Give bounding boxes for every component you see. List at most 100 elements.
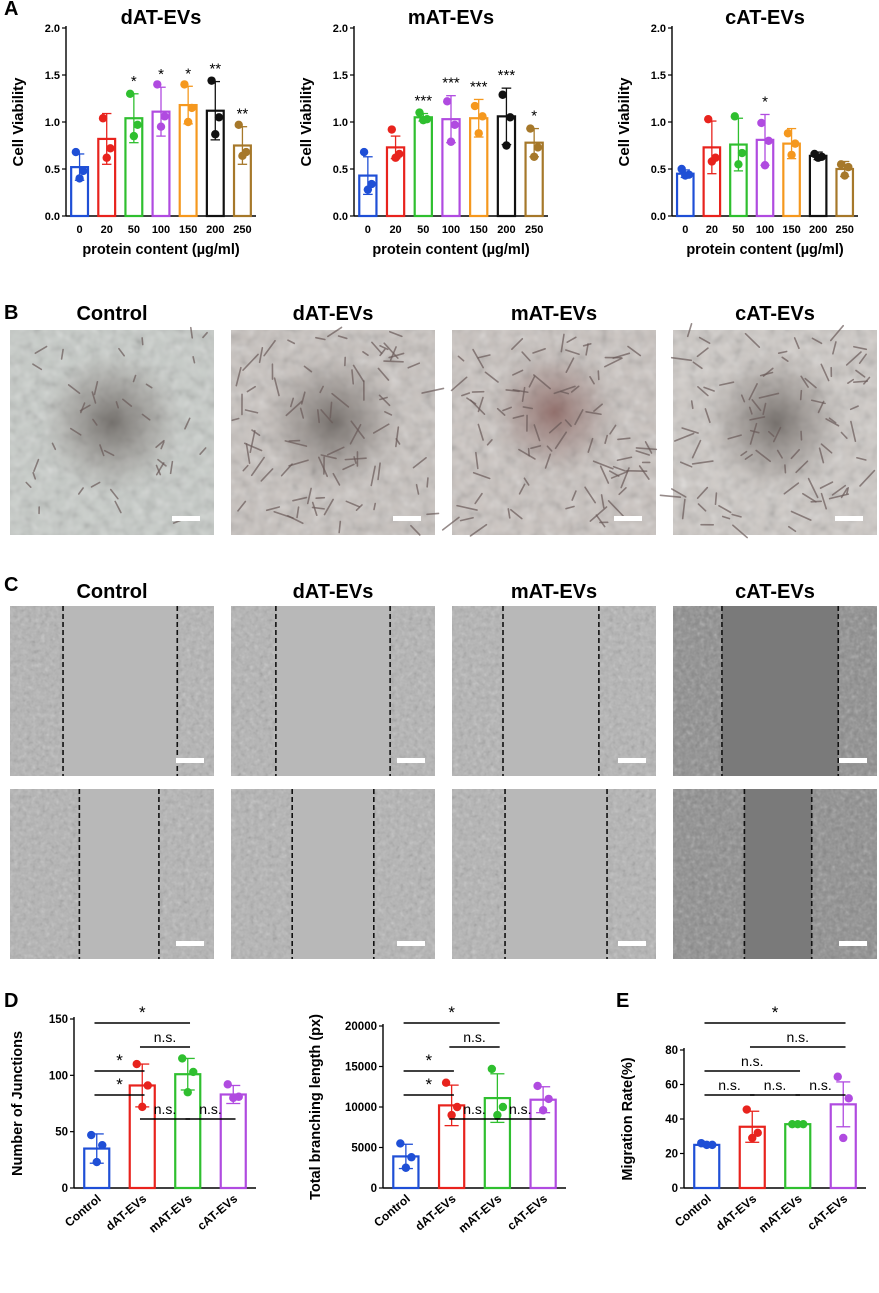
cell-network (379, 348, 386, 357)
data-point (753, 1128, 762, 1138)
category-label: 20 (706, 224, 718, 236)
image-title: mAT-EVs (511, 581, 597, 603)
cell-network (825, 418, 840, 427)
cell-network (371, 341, 383, 355)
panel-letter-a: A (4, 0, 19, 20)
image-title: dAT-EVs (293, 581, 374, 603)
cell-network (767, 430, 775, 438)
data-point (102, 153, 111, 162)
data-point (474, 129, 483, 138)
data-point (839, 1133, 848, 1143)
data-point (813, 153, 823, 162)
cell-network (853, 345, 868, 351)
cell-network (441, 516, 460, 531)
y-tick-label: 60 (665, 1080, 678, 1092)
cell-network (292, 496, 308, 502)
cell-network (155, 439, 165, 449)
y-tick-label: 40 (665, 1114, 678, 1126)
y-tick-label: 2.0 (651, 23, 666, 35)
category-label: 0 (365, 224, 371, 236)
cell-network (155, 462, 165, 476)
bar (808, 154, 828, 218)
data-point (533, 143, 543, 152)
cell-network (703, 386, 715, 392)
cell-network (718, 504, 732, 514)
category-label: 250 (836, 224, 854, 236)
significance-label: n.s. (509, 1101, 532, 1117)
cell-network (511, 337, 524, 350)
center-shadow (452, 330, 656, 535)
cell-network (502, 406, 512, 412)
wound-gap (744, 789, 812, 959)
data-point (79, 166, 88, 176)
cell-network (832, 341, 837, 355)
cell-network (589, 506, 608, 522)
category-label: 50 (732, 224, 744, 236)
cell-network (486, 439, 493, 446)
cell-network (787, 525, 797, 533)
cell-network (530, 445, 542, 450)
cell-network (243, 442, 263, 452)
y-tick-label: 15000 (345, 1062, 377, 1074)
cell-network (319, 385, 324, 394)
cell-network (777, 350, 788, 354)
cell-network (523, 477, 530, 486)
data-point (129, 131, 139, 141)
cell-network (607, 500, 625, 518)
significance-label: * (116, 1051, 123, 1070)
y-tick-label: 80 (665, 1045, 678, 1057)
y-tick-label: 2.0 (45, 23, 60, 35)
data-point (450, 120, 459, 130)
image-title: cAT-EVs (735, 303, 815, 325)
cell-network (807, 477, 819, 499)
cell-network (507, 508, 511, 519)
cell-network (845, 351, 862, 366)
cell-network (459, 516, 474, 522)
bar (784, 1123, 812, 1190)
y-tick-label: 0.0 (651, 211, 666, 223)
x-axis-label: protein content (µg/ml) (686, 242, 844, 258)
image-title: Control (76, 581, 147, 603)
scratch-assay-image (10, 606, 214, 776)
data-point (681, 171, 690, 180)
cell-network (592, 460, 614, 470)
cell-network (819, 481, 834, 489)
category-label: 20 (101, 224, 113, 236)
data-point (183, 1088, 192, 1097)
y-tick-label: 5000 (351, 1143, 377, 1155)
cell-network (287, 339, 296, 345)
cell-network (548, 421, 562, 434)
data-point (470, 101, 480, 111)
cell-network (546, 445, 553, 452)
cell-network (740, 394, 746, 403)
category-label: dAT-EVs (103, 1191, 149, 1233)
cell-network (118, 347, 125, 357)
cell-network (237, 500, 247, 512)
cell-network (421, 387, 445, 394)
cell-network (810, 500, 823, 503)
cell-network (679, 461, 693, 468)
chart-migration: 0 20 40 60 80 Migration Rate(%) Control dAT-EVs… (620, 1003, 866, 1236)
category-label: mAT-EVs (756, 1191, 805, 1235)
data-point (98, 1140, 107, 1150)
cell-network (184, 417, 191, 430)
data-point (844, 162, 853, 172)
y-axis-label: Migration Rate(%) (620, 1057, 636, 1180)
cell-network (466, 397, 477, 405)
scale-bar (618, 941, 646, 946)
data-point (544, 1094, 553, 1104)
cell-network (192, 356, 196, 364)
category-label: 100 (442, 224, 460, 236)
data-point (730, 112, 740, 121)
cell-network (749, 429, 760, 434)
data-point (742, 1105, 751, 1114)
cell-network (114, 500, 122, 514)
cell-network (564, 419, 572, 427)
cell-network (697, 386, 709, 397)
cell-network (698, 336, 711, 345)
cell-network (323, 498, 334, 516)
cell-network (691, 439, 702, 459)
cell-network (352, 364, 365, 383)
cell-network (474, 492, 483, 505)
cell-network (609, 424, 617, 435)
